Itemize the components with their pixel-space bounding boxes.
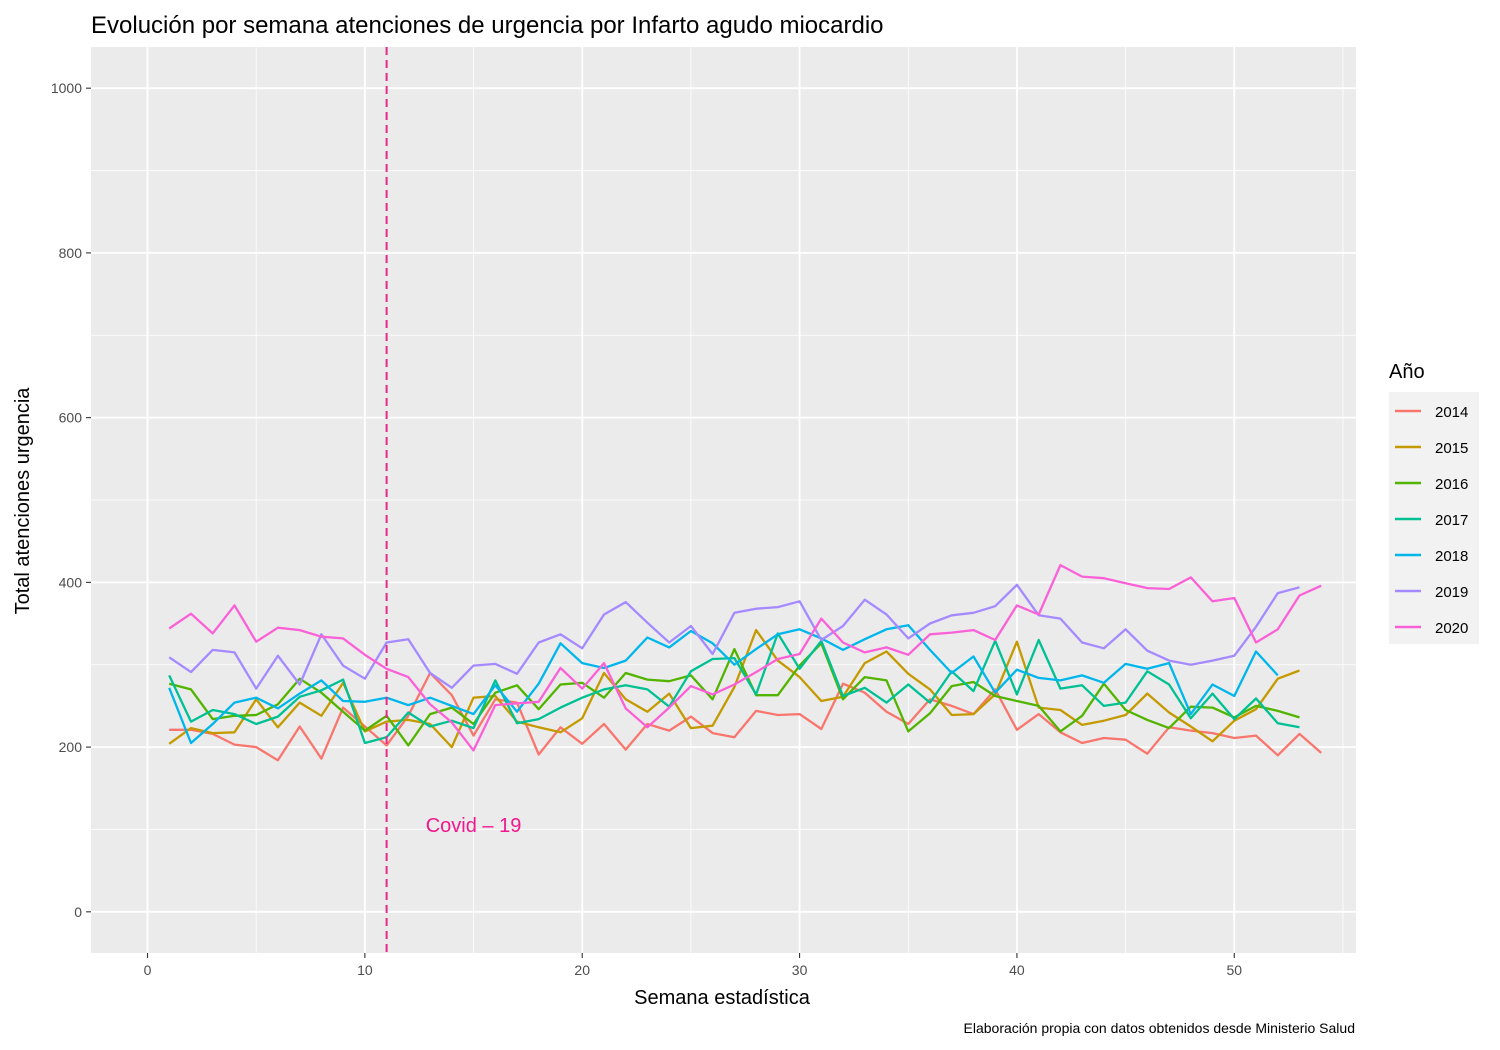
chart-caption: Elaboración propia con datos obtenidos d…	[964, 1020, 1355, 1036]
legend-item-2019: 2019	[1395, 584, 1468, 601]
y-axis-title: Total atenciones urgencia	[12, 387, 34, 615]
y-tick-label: 400	[59, 574, 83, 590]
legend-label: 2018	[1435, 548, 1468, 565]
x-tick-label: 50	[1226, 962, 1242, 978]
legend-label: 2019	[1435, 584, 1468, 601]
y-tick-label: 600	[59, 410, 83, 426]
legend-title: Año	[1389, 361, 1425, 383]
series-line-2018	[168, 624, 1279, 745]
legend: 2014 2015 2016 2017 2018 2019 2020	[1389, 392, 1479, 644]
legend-label: 2014	[1435, 404, 1468, 421]
covid-annotation: Covid – 19	[426, 815, 522, 837]
legend-item-2016: 2016	[1395, 476, 1468, 493]
legend-label: 2017	[1435, 512, 1468, 529]
x-tick-label: 0	[144, 962, 152, 978]
legend-label: 2015	[1435, 440, 1468, 457]
legend-item-2014: 2014	[1395, 404, 1468, 421]
x-axis-title: Semana estadística	[634, 987, 811, 1009]
legend-item-2015: 2015	[1395, 440, 1468, 457]
x-tick-label: 30	[792, 962, 808, 978]
major-gridlines	[91, 47, 1356, 953]
series-line-2020	[168, 563, 1322, 752]
y-tick-label: 0	[74, 904, 82, 920]
y-tick-label: 1000	[51, 80, 82, 96]
legend-item-2017: 2017	[1395, 512, 1468, 529]
legend-item-2018: 2018	[1395, 548, 1468, 565]
y-tick-label: 200	[59, 739, 83, 755]
legend-label: 2020	[1435, 620, 1468, 637]
legend-label: 2016	[1435, 476, 1468, 493]
y-axis: 0 200 400 600 800 1000	[51, 80, 91, 920]
series-line-2015	[168, 628, 1300, 749]
series-line-2017	[168, 632, 1300, 745]
chart-title: Evolución por semana atenciones de urgen…	[91, 12, 884, 39]
minor-gridlines	[91, 47, 1356, 953]
x-tick-label: 10	[357, 962, 373, 978]
series-line-2019	[168, 583, 1300, 690]
x-tick-label: 20	[574, 962, 590, 978]
x-tick-label: 40	[1009, 962, 1025, 978]
y-tick-label: 800	[59, 245, 83, 261]
x-axis: 0 10 20 30 40 50	[144, 953, 1242, 978]
series-lines	[168, 563, 1322, 762]
legend-item-2020: 2020	[1395, 620, 1468, 637]
